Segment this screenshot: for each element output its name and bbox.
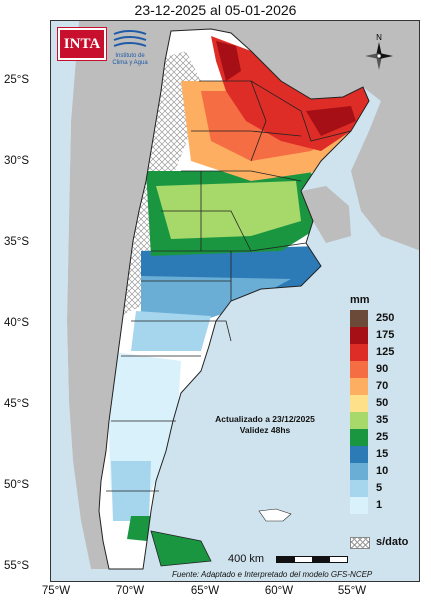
ocean-pacific (51, 21, 91, 581)
lon-label-70: 70°W (115, 585, 145, 597)
lat-label-50: 50°S (4, 479, 30, 491)
nodata-swatch (350, 537, 370, 549)
legend-swatch (350, 310, 368, 327)
legend-swatch (350, 395, 368, 412)
inta-logo: INTA (57, 27, 107, 61)
legend-label: 25 (376, 431, 389, 443)
precip-fields (106, 36, 369, 541)
legend-swatch (350, 446, 368, 463)
lat-label-25: 25°S (4, 74, 30, 86)
legend-swatch (350, 361, 368, 378)
legend-label: 125 (376, 346, 395, 358)
ica-line1: Instituto de (115, 53, 145, 59)
province-borders (98, 28, 370, 570)
legend-swatch (350, 429, 368, 446)
legend-swatch (350, 463, 368, 480)
nodata-label: s/dato (376, 536, 409, 548)
legend-label: 5 (376, 482, 383, 494)
scale-label: 400 km (228, 553, 265, 565)
legend-unit: mm (350, 294, 370, 306)
update-line2: Validez 48hs (239, 425, 291, 435)
north-arrow-icon: N (365, 33, 393, 70)
lon-label-75: 75°W (41, 585, 71, 597)
lat-label-55: 55°S (4, 560, 30, 572)
legend-label: 10 (376, 465, 389, 477)
lon-label-60: 60°W (264, 585, 294, 597)
malvinas-islands (258, 508, 292, 522)
legend-swatch (350, 497, 368, 514)
legend-label: 70 (376, 380, 389, 392)
legend-swatch (350, 412, 368, 429)
legend-label: 90 (376, 363, 389, 375)
ica-logo-icon (113, 30, 147, 47)
ica-logo-text: Instituto de Clima y Agua (104, 53, 156, 67)
legend-swatch (350, 327, 368, 344)
ica-line2: Clima y Agua (112, 60, 148, 66)
lat-label-35: 35°S (4, 236, 30, 248)
compass-n-label: N (376, 33, 382, 42)
update-note: Actualizado a 23/12/2025 Validez 48hs (200, 414, 330, 436)
map-title: 23-12-2025 al 05-01-2026 (134, 2, 297, 18)
scale-bar (276, 556, 348, 563)
legend-swatch (350, 480, 368, 497)
lon-label-55: 55°W (337, 585, 367, 597)
lat-label-45: 45°S (4, 398, 30, 410)
uruguay (301, 186, 351, 243)
source-note: Fuente: Adaptado e Interpretado del mode… (172, 570, 373, 579)
legend-label: 15 (376, 448, 389, 460)
map-frame (50, 20, 420, 582)
legend-label: 250 (376, 312, 395, 324)
neighbor-countries (51, 21, 419, 569)
precipitation-map (51, 21, 419, 581)
legend-label: 1 (376, 499, 383, 511)
lat-label-30: 30°S (4, 155, 30, 167)
tierra-del-fuego (150, 530, 212, 567)
lat-label-40: 40°S (4, 317, 30, 329)
legend-label: 50 (376, 397, 389, 409)
lon-label-65: 65°W (190, 585, 220, 597)
update-line1: Actualizado a 23/12/2025 (215, 414, 315, 424)
legend-label: 175 (376, 329, 395, 341)
legend-label: 35 (376, 414, 389, 426)
legend-swatch (350, 378, 368, 395)
legend-swatch (350, 344, 368, 361)
